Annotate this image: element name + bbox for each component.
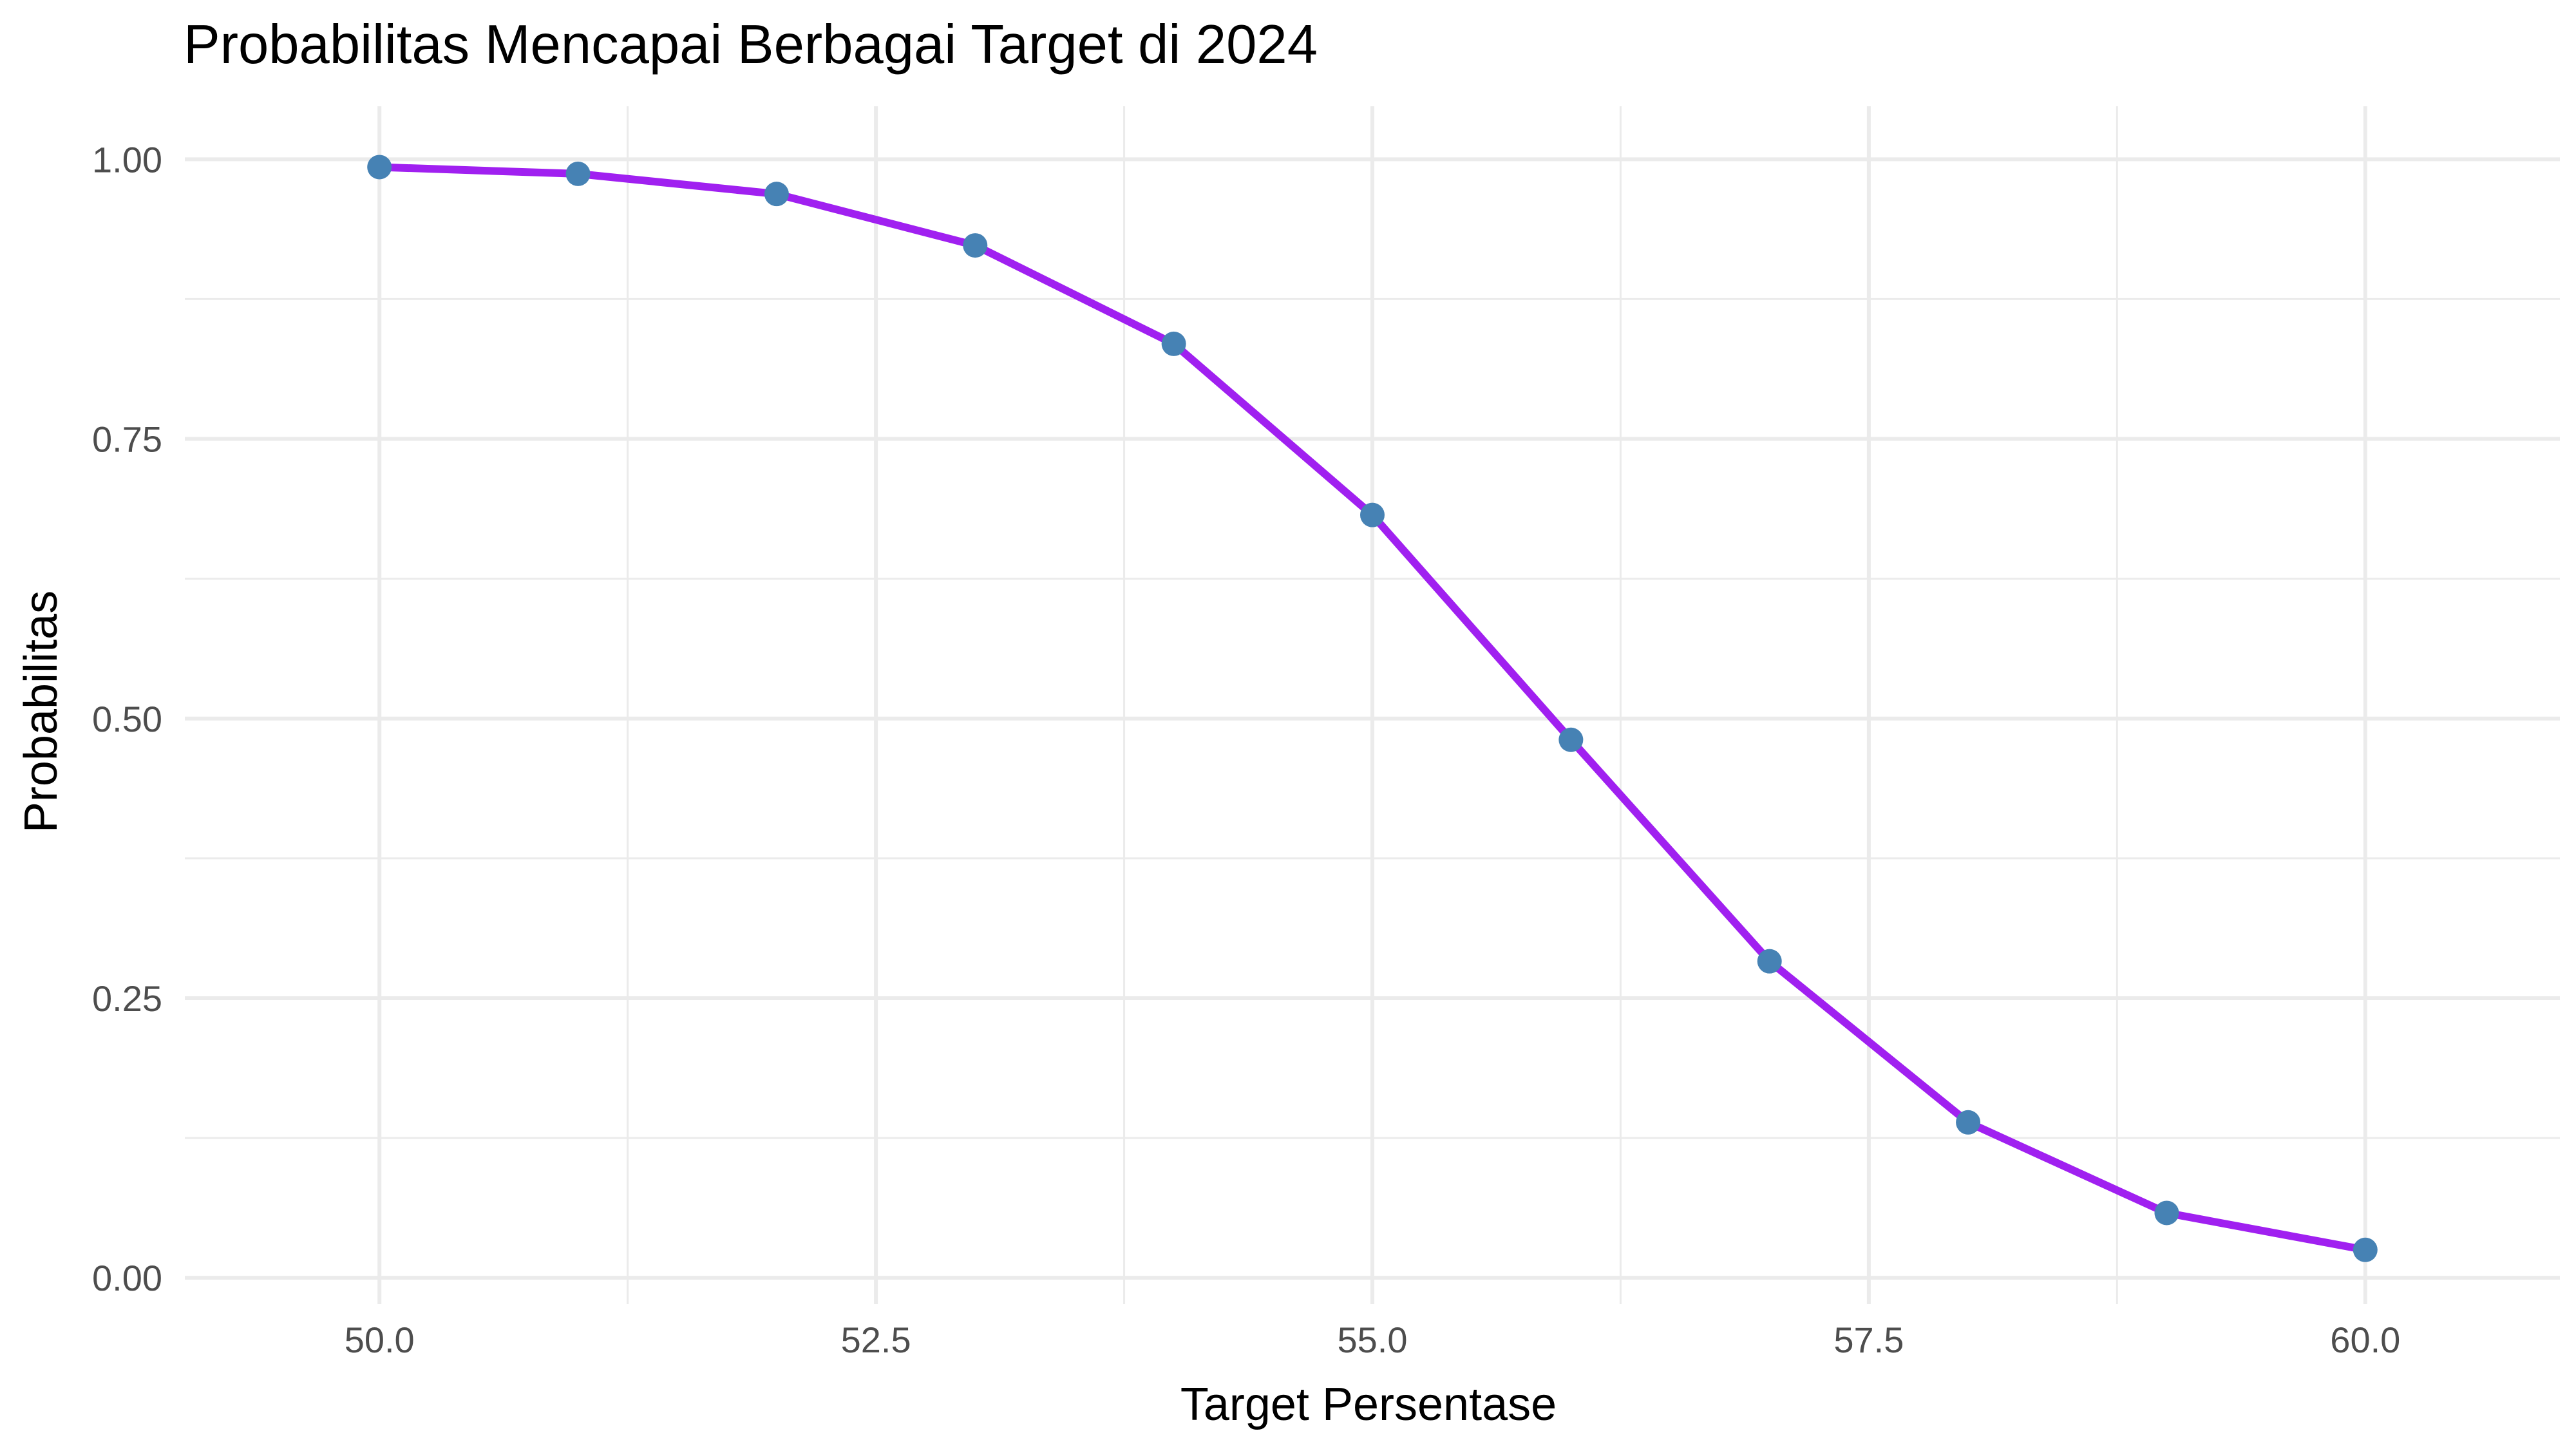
x-axis-title: Target Persentase [1180,1379,1557,1430]
x-tick-label-3: 57.5 [1833,1320,1904,1360]
y-tick-label-0: 0.00 [92,1258,162,1298]
y-axis-tick-labels: 0.00 0.25 0.50 0.75 1.00 [92,139,162,1298]
data-point-4 [1161,331,1186,356]
data-point-9 [2154,1200,2179,1226]
data-point-5 [1360,502,1385,527]
series-probabilitas [367,155,2378,1262]
y-tick-label-2: 0.50 [92,699,162,739]
chart-title: Probabilitas Mencapai Berbagai Target di… [184,14,1318,75]
data-point-10 [2353,1237,2378,1262]
x-tick-label-4: 60.0 [2330,1320,2400,1360]
y-tick-label-1: 0.25 [92,978,162,1019]
data-point-8 [1956,1110,1981,1135]
y-tick-label-4: 1.00 [92,139,162,180]
x-axis-tick-labels: 50.0 52.5 55.0 57.5 60.0 [345,1320,2401,1360]
x-tick-label-0: 50.0 [345,1320,415,1360]
data-point-3 [963,233,988,258]
y-axis-title: Probabilitas [15,591,67,833]
data-point-6 [1558,727,1584,752]
major-gridlines [185,106,2560,1304]
data-point-2 [764,182,789,207]
data-point-7 [1757,949,1782,974]
x-tick-label-1: 52.5 [841,1320,911,1360]
data-point-1 [565,161,591,186]
y-tick-label-3: 0.75 [92,419,162,460]
data-point-0 [367,155,392,180]
x-tick-label-2: 55.0 [1338,1320,1408,1360]
